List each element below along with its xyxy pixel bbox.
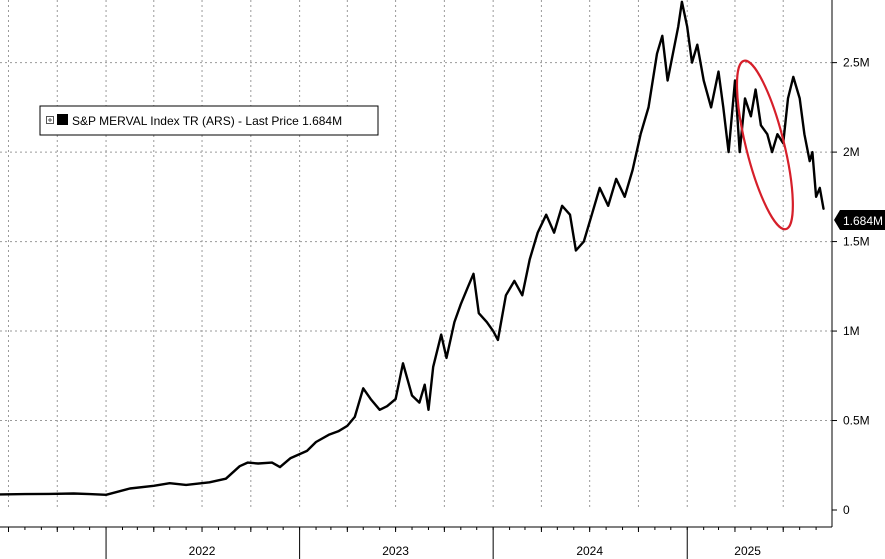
- last-price-tag: 1.684M: [834, 210, 885, 230]
- y-tick-label: 2M: [843, 145, 860, 159]
- x-axis: 2022 2023 2024 2025: [0, 526, 832, 559]
- legend-swatch: [57, 114, 68, 125]
- highlight-layer: [735, 59, 794, 231]
- grid-lines: [0, 0, 832, 510]
- legend: S&P MERVAL Index TR (ARS) - Last Price 1…: [39, 105, 379, 136]
- x-tick-label: 2024: [576, 544, 603, 558]
- y-tick-label: 1.5M: [843, 235, 870, 249]
- last-price-label: 1.684M: [843, 214, 883, 228]
- series-layer: [0, 0, 825, 496]
- x-tick-label: 2022: [189, 544, 216, 558]
- legend-box: [39, 105, 379, 136]
- highlight-ellipse: [735, 59, 794, 231]
- x-tick-label: 2025: [734, 544, 761, 558]
- x-tick-label: 2023: [382, 544, 409, 558]
- legend-entry-label: S&P MERVAL Index TR (ARS) - Last Price 1…: [72, 114, 342, 128]
- y-tick-label: 0.5M: [843, 414, 870, 428]
- y-tick-label: 2.5M: [843, 56, 870, 70]
- last-price-tag-shape: [834, 210, 885, 230]
- series-line: [0, 0, 825, 496]
- y-axis: 0 0.5M 1M 1.5M 2M 2.5M: [831, 0, 870, 527]
- y-tick-label: 0: [843, 503, 850, 517]
- y-tick-label: 1M: [843, 324, 860, 338]
